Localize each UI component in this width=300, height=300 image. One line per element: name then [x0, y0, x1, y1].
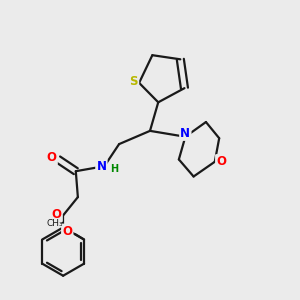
Text: S: S [130, 76, 138, 88]
Text: O: O [47, 151, 57, 164]
Text: O: O [52, 208, 62, 221]
Text: H: H [110, 164, 118, 173]
Text: O: O [62, 225, 72, 238]
Text: CH₃: CH₃ [46, 219, 63, 228]
Text: O: O [216, 155, 226, 168]
Text: N: N [96, 160, 106, 173]
Text: N: N [180, 127, 190, 140]
